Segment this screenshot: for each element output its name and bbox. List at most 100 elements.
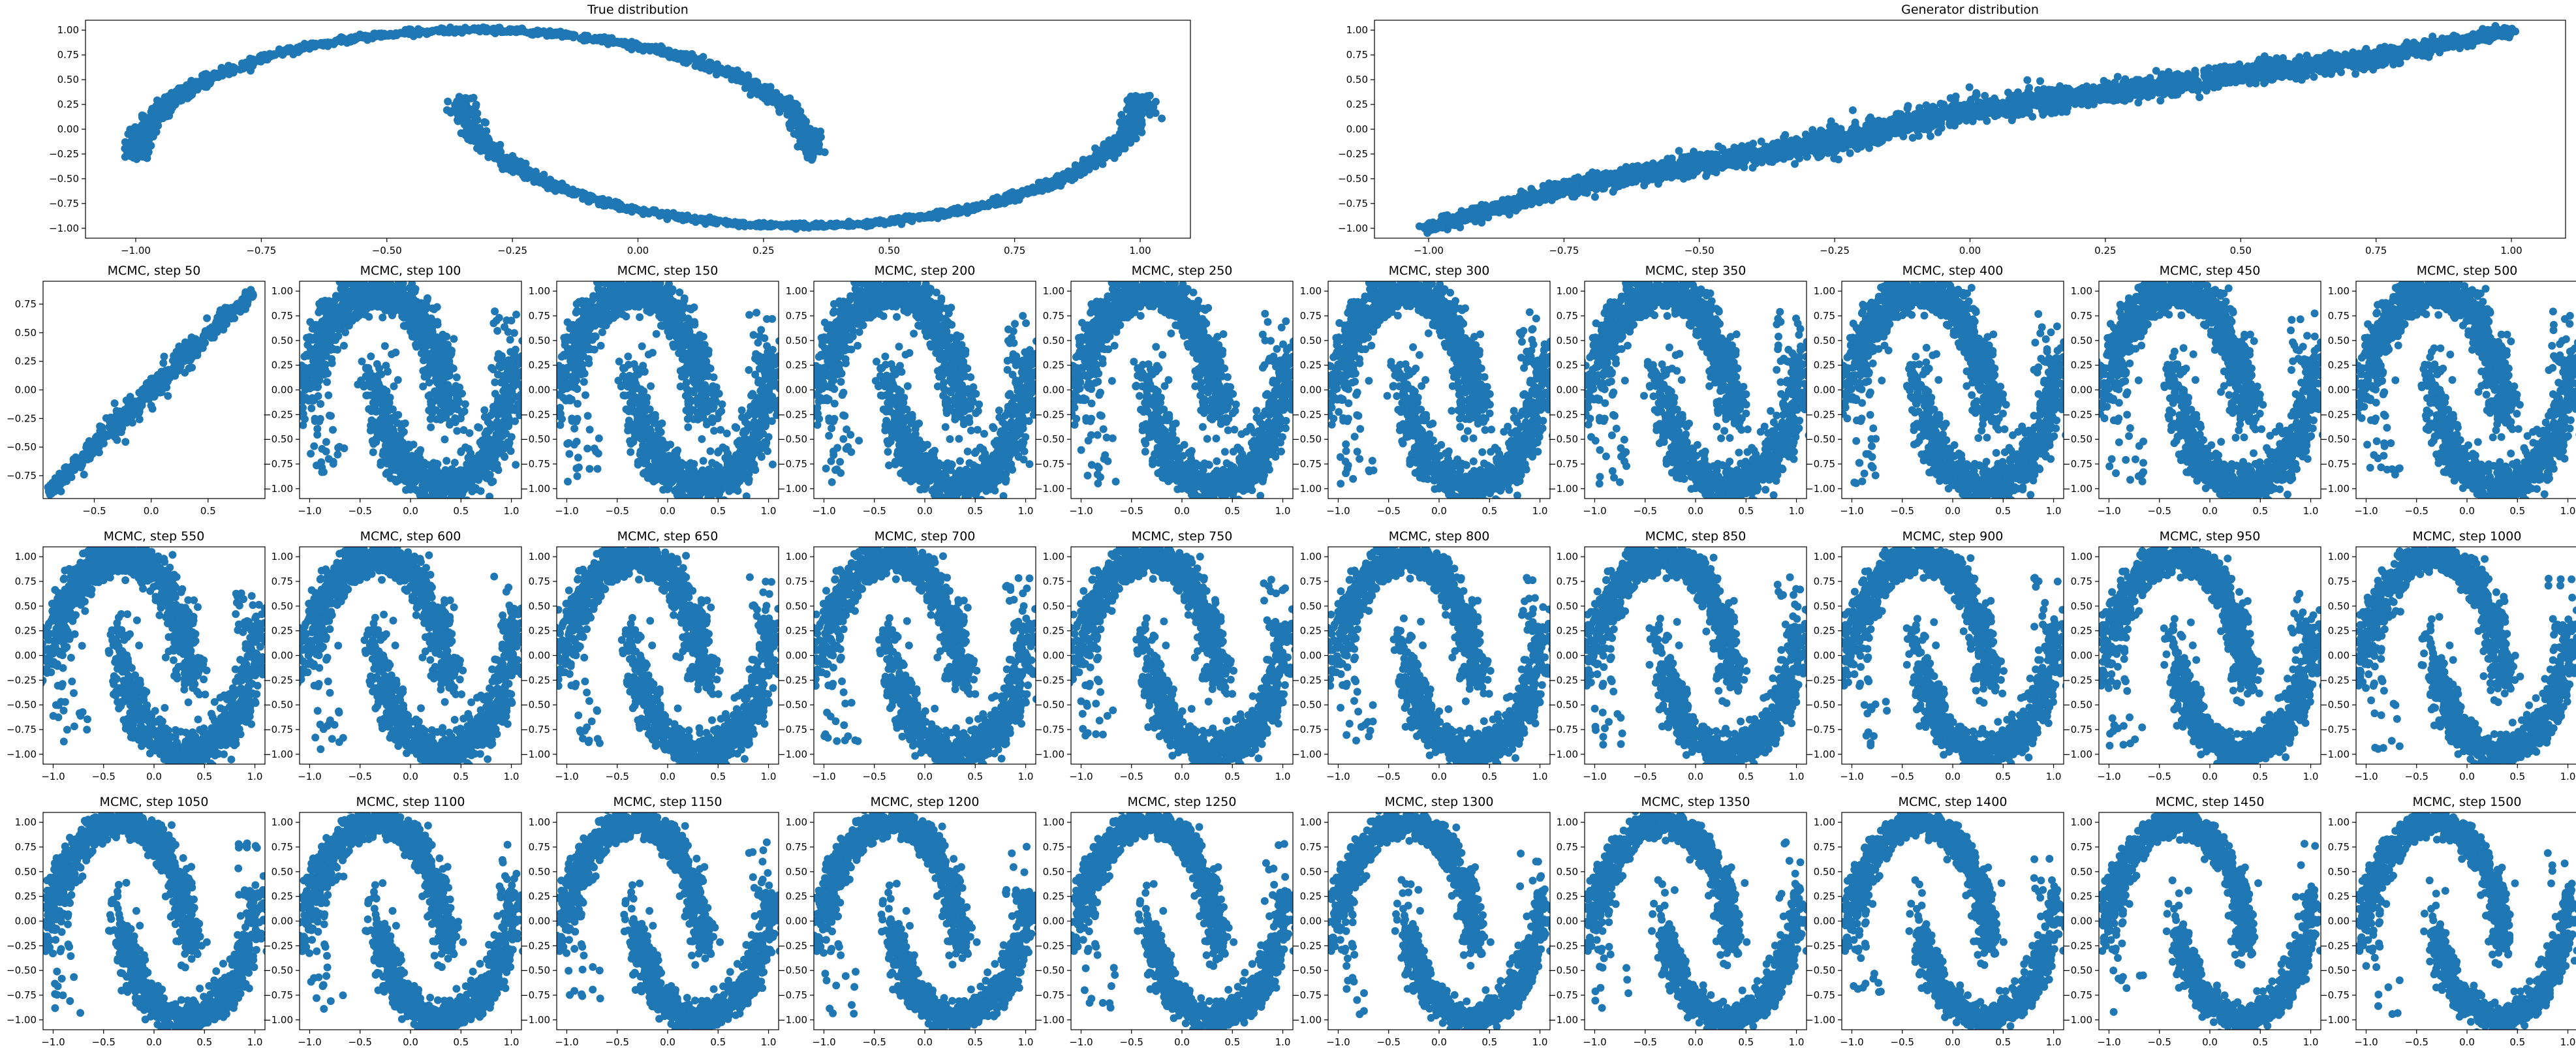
data-point bbox=[279, 50, 287, 59]
data-point bbox=[1904, 102, 1912, 110]
data-point bbox=[925, 210, 933, 219]
data-point bbox=[918, 213, 927, 222]
data-point bbox=[775, 100, 783, 109]
data-point bbox=[873, 218, 882, 226]
data-point bbox=[144, 140, 153, 149]
data-point bbox=[2156, 97, 2165, 105]
data-point bbox=[972, 203, 981, 211]
data-point bbox=[176, 97, 185, 105]
data-point bbox=[128, 131, 136, 140]
data-point bbox=[532, 174, 540, 183]
data-point bbox=[1042, 182, 1050, 191]
data-point bbox=[2024, 108, 2032, 117]
data-point bbox=[1090, 154, 1098, 162]
panel-true-xtick-label: −0.50 bbox=[372, 245, 402, 256]
data-point bbox=[1143, 92, 1151, 100]
data-point bbox=[1837, 125, 1845, 133]
data-point bbox=[1110, 137, 1119, 146]
data-point bbox=[792, 220, 800, 228]
data-point bbox=[459, 112, 467, 121]
data-point bbox=[1138, 120, 1146, 129]
data-point bbox=[795, 119, 803, 127]
data-point bbox=[152, 111, 161, 119]
data-point bbox=[626, 39, 634, 48]
data-point bbox=[846, 220, 854, 228]
data-point bbox=[579, 192, 587, 200]
data-point bbox=[879, 217, 888, 225]
data-point bbox=[1084, 158, 1093, 166]
data-point bbox=[1908, 134, 1917, 142]
data-point bbox=[1104, 150, 1113, 159]
data-point bbox=[263, 55, 271, 63]
data-point bbox=[1042, 177, 1050, 185]
data-point bbox=[867, 218, 875, 226]
data-point bbox=[2047, 109, 2056, 117]
data-point bbox=[640, 44, 648, 52]
panel-generator-ytick-label: 1.00 bbox=[1346, 24, 1368, 36]
data-point bbox=[427, 28, 435, 37]
data-point bbox=[540, 181, 549, 189]
data-point bbox=[134, 150, 142, 159]
data-point bbox=[595, 199, 604, 208]
data-point bbox=[381, 32, 389, 40]
data-point bbox=[653, 48, 662, 56]
data-point bbox=[520, 174, 529, 182]
panel-true-title: True distribution bbox=[587, 3, 689, 17]
data-point bbox=[461, 102, 469, 111]
data-point bbox=[499, 165, 507, 174]
data-point bbox=[463, 95, 471, 104]
data-point bbox=[687, 54, 696, 62]
data-point bbox=[1757, 137, 1765, 146]
data-point bbox=[1745, 142, 1753, 150]
data-point bbox=[1149, 103, 1158, 112]
data-point bbox=[444, 97, 452, 106]
data-point bbox=[805, 224, 813, 232]
data-point bbox=[543, 31, 551, 40]
panel-true-xtick-label: −0.75 bbox=[246, 245, 276, 256]
data-point bbox=[781, 104, 789, 112]
data-point bbox=[1116, 118, 1125, 127]
data-point bbox=[444, 28, 453, 37]
data-point bbox=[1136, 112, 1145, 120]
data-point bbox=[820, 221, 829, 230]
panel-generator-xtick-label: −0.25 bbox=[1820, 245, 1850, 256]
panel-true-frame bbox=[85, 20, 1191, 239]
data-point bbox=[801, 120, 809, 129]
data-point bbox=[1137, 103, 1145, 112]
panel-true-ytick-label: 0.50 bbox=[57, 74, 79, 85]
panel-generator-ytick-label: 0.75 bbox=[1346, 49, 1368, 61]
data-point bbox=[761, 89, 769, 97]
panel-true-xtick-label: −0.25 bbox=[497, 245, 527, 256]
data-point bbox=[1113, 144, 1121, 152]
data-point bbox=[609, 39, 617, 47]
data-point bbox=[171, 92, 179, 100]
data-point bbox=[1158, 114, 1166, 123]
panel-true-xtick-label: 0.00 bbox=[627, 245, 649, 256]
data-point bbox=[348, 33, 356, 42]
data-point bbox=[193, 81, 201, 89]
data-point bbox=[1962, 116, 1970, 125]
data-point bbox=[814, 223, 822, 231]
data-point bbox=[512, 28, 521, 37]
data-point bbox=[126, 146, 134, 154]
panel-generator-xtick-label: −0.50 bbox=[1684, 245, 1715, 256]
data-point bbox=[1983, 117, 1991, 125]
data-point bbox=[549, 29, 557, 37]
data-point bbox=[559, 31, 567, 39]
data-point bbox=[887, 216, 895, 224]
data-point bbox=[1951, 96, 1959, 104]
panel-generator-xtick-label: 0.75 bbox=[2365, 245, 2387, 256]
data-point bbox=[223, 65, 232, 73]
data-point bbox=[2260, 52, 2269, 61]
data-point bbox=[396, 29, 405, 37]
data-point bbox=[406, 29, 414, 38]
data-point bbox=[1121, 143, 1128, 151]
data-point bbox=[947, 206, 955, 214]
data-point bbox=[144, 115, 153, 123]
panel-generator-ytick-label: 0.25 bbox=[1346, 99, 1368, 110]
data-point bbox=[714, 218, 722, 226]
panel-generator-ytick-label: −0.75 bbox=[1338, 198, 1368, 209]
data-point bbox=[683, 213, 691, 221]
data-point bbox=[508, 159, 517, 168]
